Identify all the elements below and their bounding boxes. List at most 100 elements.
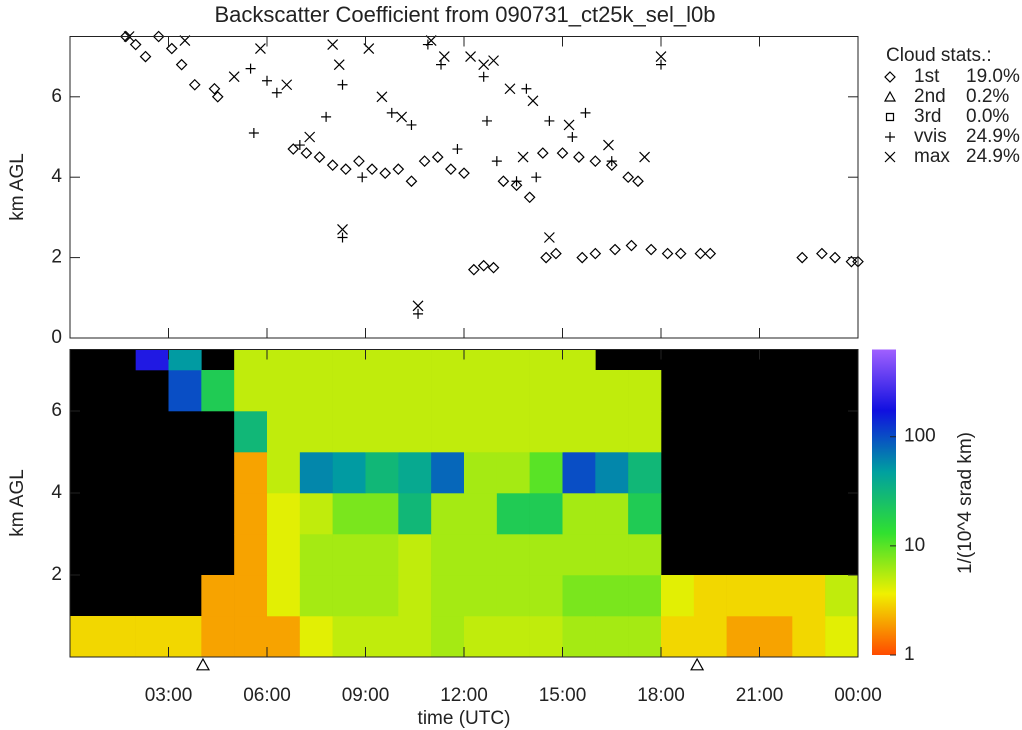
legend-title: Cloud stats.:: [886, 45, 992, 66]
cloud-point: [139, 50, 152, 63]
legend-value: 0.0%: [966, 106, 1009, 127]
y-tick-label: 2: [51, 564, 62, 585]
backscatter-cell: [102, 616, 136, 658]
backscatter-cell: [431, 575, 465, 617]
legend-label: vvis: [914, 126, 947, 147]
backscatter-cell: [529, 411, 563, 453]
backscatter-cell: [595, 452, 629, 494]
backscatter-cell: [496, 411, 530, 453]
backscatter-cell: [398, 493, 432, 535]
cloud-point: [262, 75, 272, 86]
backscatter-cell: [628, 411, 662, 453]
backscatter-cell: [726, 575, 760, 617]
cloud-point: [704, 247, 717, 260]
cloud-point: [300, 147, 313, 159]
cloud-point: [603, 139, 614, 151]
cloud-point: [527, 95, 539, 107]
cloud-point: [465, 51, 476, 63]
backscatter-cell: [365, 349, 399, 371]
cloud-point: [609, 243, 621, 256]
backscatter-cell: [431, 452, 465, 494]
backscatter-cell: [299, 370, 333, 412]
cloud-point: [622, 171, 635, 184]
cloud-point: [337, 232, 348, 243]
backscatter-cell: [496, 616, 530, 658]
backscatter-cell: [234, 616, 268, 658]
cloud-point: [563, 119, 575, 131]
backscatter-cell: [299, 493, 333, 535]
cloud-point: [536, 147, 549, 159]
cloud-point: [406, 119, 417, 130]
backscatter-cell: [365, 452, 399, 494]
backscatter-cell: [464, 534, 498, 576]
y-axis-label: km AGL: [7, 153, 28, 221]
cloud-point: [452, 144, 463, 155]
backscatter-cell: [267, 575, 301, 617]
cloud-point: [656, 59, 666, 70]
cloud-point: [436, 59, 447, 70]
backscatter-cell: [398, 616, 432, 658]
cloud-point: [386, 107, 397, 118]
cloud-point: [313, 151, 326, 163]
cloud-point: [412, 300, 424, 312]
backscatter-cell: [365, 493, 399, 535]
backscatter-cell: [332, 616, 366, 658]
backscatter-cell: [332, 370, 366, 412]
backscatter-cell: [496, 452, 530, 494]
cloud-point: [491, 156, 502, 167]
backscatter-cell: [628, 534, 662, 576]
cloud-point: [165, 42, 178, 55]
backscatter-cell: [529, 493, 563, 535]
backscatter-cell: [496, 534, 530, 576]
backscatter-cell: [825, 616, 859, 658]
cloud-point: [445, 163, 457, 176]
cloud-point: [304, 131, 316, 143]
y-tick-label: 6: [51, 86, 62, 107]
backscatter-cell: [234, 349, 268, 371]
y-axis-label: km AGL: [7, 469, 28, 537]
backscatter-cell: [365, 534, 399, 576]
backscatter-cell: [299, 349, 333, 371]
cloud-point: [152, 30, 165, 43]
cloud-point: [504, 83, 516, 95]
backscatter-cell: [135, 616, 169, 658]
backscatter-cell: [234, 534, 268, 576]
legend-symbol: [883, 90, 897, 102]
cloud-point: [796, 251, 809, 264]
backscatter-cell: [529, 575, 563, 617]
backscatter-cell: [562, 534, 596, 576]
backscatter-cell: [496, 370, 530, 412]
y-tick-label: 4: [51, 166, 62, 187]
cloud-point: [531, 172, 542, 183]
y-tick-label: 2: [51, 247, 62, 268]
backscatter-cell: [234, 493, 268, 535]
cloud-point: [511, 176, 522, 187]
cloud-point: [468, 263, 480, 276]
cloud-point: [625, 239, 638, 252]
backscatter-cell: [496, 575, 530, 617]
colorbar-label: 1/(10^4 srad km): [955, 432, 976, 574]
cloud-point: [487, 261, 500, 274]
legend-label: 3rd: [914, 106, 941, 127]
cloud-point: [337, 224, 348, 235]
backscatter-cell: [332, 534, 366, 576]
backscatter-cell: [168, 370, 202, 412]
backscatter-cell: [529, 349, 563, 371]
backscatter-cell: [70, 616, 104, 658]
backscatter-cell: [693, 575, 727, 617]
x-tick-label: 03:00: [145, 685, 193, 706]
backscatter-cell: [267, 370, 301, 412]
backscatter-cell: [431, 411, 465, 453]
legend-symbol: [885, 132, 895, 142]
cloud-point: [175, 58, 188, 71]
backscatter-cell: [201, 616, 235, 658]
cloud-point: [481, 115, 492, 126]
backscatter-cell: [168, 349, 202, 371]
legend-label: 1st: [914, 66, 940, 87]
y-tick-label: 4: [51, 482, 62, 503]
backscatter-cell: [661, 616, 695, 658]
backscatter-cell: [168, 616, 202, 658]
cloud-point: [829, 251, 841, 264]
cloud-point: [353, 155, 365, 167]
backscatter-cell: [792, 575, 826, 617]
